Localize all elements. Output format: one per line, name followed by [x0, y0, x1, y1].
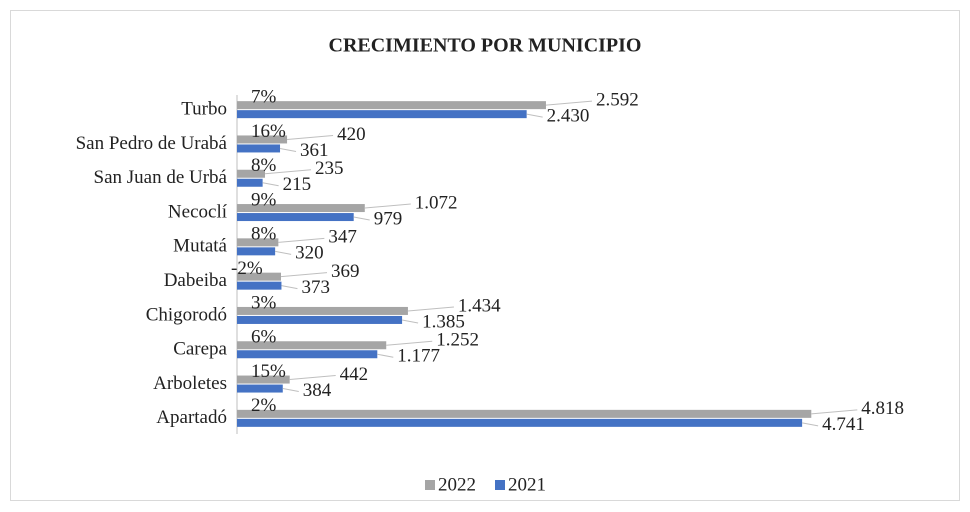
y-tick-label: Mutatá	[173, 236, 227, 257]
leader-line	[289, 375, 336, 381]
bar	[237, 213, 354, 222]
bar	[237, 350, 378, 359]
value-label: 4.818	[861, 398, 904, 419]
legend-label: 2021	[508, 474, 546, 495]
y-tick-label: Necoclí	[168, 201, 228, 222]
value-label: 1.385	[422, 311, 465, 332]
growth-label: 16%	[251, 121, 286, 142]
growth-label: 3%	[251, 292, 277, 313]
value-label: 1.177	[397, 346, 440, 367]
growth-label: 15%	[251, 361, 286, 382]
growth-label: 6%	[251, 327, 277, 348]
bar	[237, 247, 276, 256]
bar	[237, 169, 266, 178]
value-label: 420	[337, 124, 366, 145]
y-tick-label: Chigorodó	[146, 304, 227, 325]
value-label: 369	[331, 261, 360, 282]
bar	[237, 238, 279, 247]
leader-line	[264, 169, 312, 175]
bar	[237, 110, 527, 119]
leader-line	[802, 422, 819, 427]
bar	[237, 341, 387, 350]
value-label: 361	[300, 140, 329, 161]
bar	[237, 272, 281, 281]
bar	[237, 101, 546, 110]
leader-line	[407, 306, 454, 312]
value-label: 2.592	[596, 90, 639, 111]
leader-line	[353, 216, 370, 221]
bar	[237, 384, 283, 393]
bar	[237, 409, 812, 418]
leader-line	[279, 147, 297, 152]
leader-line	[287, 134, 334, 140]
leader-line	[364, 203, 411, 209]
bar	[237, 375, 290, 384]
leader-line	[811, 409, 858, 415]
growth-label: 8%	[251, 224, 277, 245]
leader-line	[262, 182, 279, 187]
leader-line	[275, 250, 292, 255]
leader-line	[377, 353, 394, 358]
y-tick-label: Dabeiba	[164, 270, 228, 291]
bar	[237, 306, 408, 315]
y-tick-label: Apartadó	[156, 407, 227, 428]
value-label: 1.434	[458, 295, 501, 316]
leader-line	[278, 237, 325, 243]
leader-line	[282, 388, 299, 393]
bar	[237, 135, 288, 144]
y-tick-label: Carepa	[173, 339, 227, 360]
leader-line	[526, 113, 543, 118]
value-label: 347	[328, 227, 357, 248]
bar	[237, 178, 263, 187]
legend-swatch	[425, 480, 435, 490]
leader-line	[545, 100, 593, 106]
legend-swatch	[495, 480, 505, 490]
value-label: 442	[340, 364, 369, 385]
value-label: 2.430	[547, 106, 590, 127]
value-label: 1.072	[415, 192, 458, 213]
bar	[237, 144, 281, 153]
bar	[237, 281, 282, 290]
value-label: 320	[295, 243, 324, 264]
bar	[237, 418, 803, 427]
value-label: 4.741	[822, 414, 865, 435]
value-label: 979	[374, 208, 403, 229]
y-tick-label: San Juan de Urbá	[94, 167, 228, 188]
leader-line	[281, 285, 298, 290]
chart-title: CRECIMIENTO POR MUNICIPIO	[329, 35, 642, 57]
leader-line	[386, 340, 433, 346]
growth-label: -2%	[231, 258, 263, 279]
y-tick-label: Arboletes	[153, 373, 227, 394]
y-tick-label: San Pedro de Urabá	[76, 133, 228, 154]
growth-label: 9%	[251, 189, 277, 210]
value-label: 235	[315, 158, 344, 179]
growth-label: 8%	[251, 155, 277, 176]
value-label: 373	[301, 277, 330, 298]
y-tick-label: Turbo	[181, 99, 227, 120]
leader-line	[401, 319, 419, 324]
legend-label: 2022	[438, 474, 476, 495]
bar	[237, 315, 403, 324]
value-label: 215	[283, 174, 312, 195]
value-label: 1.252	[436, 330, 479, 351]
bar	[237, 204, 365, 213]
value-label: 384	[303, 380, 332, 401]
leader-line	[280, 272, 328, 278]
chart-frame	[10, 10, 960, 501]
growth-label: 7%	[251, 87, 277, 108]
growth-label: 2%	[251, 395, 277, 416]
